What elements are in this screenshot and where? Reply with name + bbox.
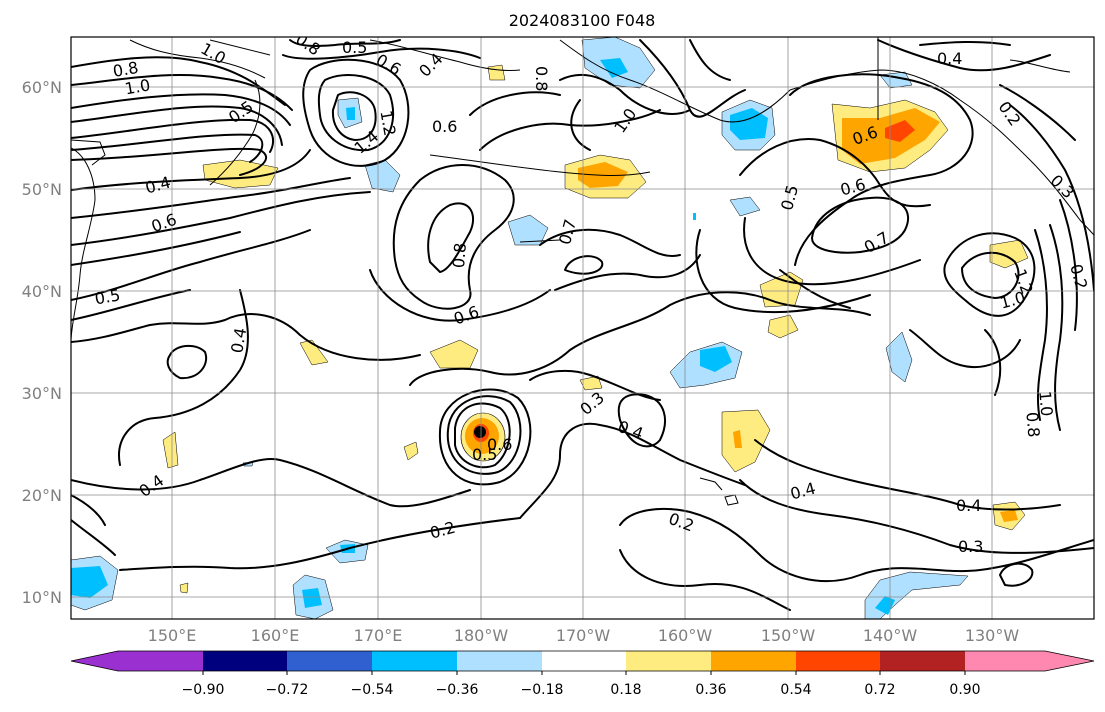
colorbar-segment: [880, 651, 965, 671]
lon-label: 160°W: [658, 626, 713, 645]
lat-label: 50°N: [22, 180, 62, 199]
coastlines: [71, 37, 1094, 506]
contour-label: 0.4: [937, 49, 962, 68]
colorbar-tick-label: −0.72: [266, 682, 309, 698]
colorbar-segment: [711, 651, 796, 671]
map-title: 2024083100 F048: [509, 11, 656, 30]
lon-label: 150°W: [761, 626, 816, 645]
contour-label: 0.6: [487, 435, 512, 454]
colorbar-segment: [287, 651, 372, 671]
colorbar-segment: [118, 651, 203, 671]
contour-label: 1.2: [376, 109, 399, 137]
contour-label: 0.5: [342, 38, 367, 57]
colorbar-segment: [457, 651, 542, 671]
colorbar-segment: [372, 651, 457, 671]
colorbar-tick-label: 0.36: [695, 682, 726, 698]
latitude-axis: 60°N 50°N 40°N 30°N 20°N 10°N: [22, 78, 62, 607]
lat-label: 40°N: [22, 282, 62, 301]
contour-lines: [71, 39, 1094, 611]
contour-label: 0.6: [432, 117, 457, 136]
colorbar-tick-label: 0.90: [949, 682, 980, 698]
map-panel: 1.0 0.8 1.0 0.5 0.8 0.6 0.4 0.6 0.5 1.4 …: [71, 37, 1094, 619]
contour-label: 0.8: [449, 242, 470, 269]
contour-label: 0.4: [227, 326, 250, 354]
gridlines: [71, 37, 1094, 619]
colorbar-outline: [70, 650, 1095, 672]
colorbar-tick-label: −0.90: [182, 682, 225, 698]
colorbar: −0.90 −0.72 −0.54 −0.36 −0.18 0.18 0.36 …: [70, 650, 1095, 698]
colorbar-tick-label: 0.54: [780, 682, 811, 698]
colorbar-segment: [796, 651, 880, 671]
contour-label: 1.0: [123, 75, 151, 98]
colorbar-tick-label: 0.72: [864, 682, 895, 698]
contour-label: 1.0: [1035, 390, 1056, 417]
contour-label: 0.8: [532, 66, 551, 91]
lon-label: 170°E: [354, 626, 403, 645]
contour-label: 0.4: [956, 496, 981, 515]
contour-label: 0.8: [111, 58, 139, 81]
colorbar-segment: [1045, 651, 1094, 671]
longitude-axis: 150°E 160°E 170°E 180°W 170°W 160°W 150°…: [148, 626, 1020, 645]
colorbar-segment: [71, 651, 118, 671]
lon-label: 180°W: [454, 626, 509, 645]
colorbar-segment: [203, 651, 287, 671]
colorbar-segment: [965, 651, 1045, 671]
map-frame: [70, 36, 1095, 620]
lon-label: 140°W: [863, 626, 918, 645]
lon-label: 130°W: [965, 626, 1020, 645]
colorbar-tick-label: −0.36: [436, 682, 479, 698]
contour-label: 0.8: [1022, 411, 1043, 438]
lat-label: 20°N: [22, 486, 62, 505]
lon-label: 160°E: [251, 626, 300, 645]
colorbar-tick-label: −0.54: [351, 682, 394, 698]
colorbar-segment: [626, 651, 711, 671]
lon-label: 170°W: [556, 626, 611, 645]
lat-label: 30°N: [22, 384, 62, 403]
colorbar-segment: [542, 651, 626, 671]
contour-label: 0.3: [958, 537, 983, 556]
colorbar-tick-label: 0.18: [610, 682, 641, 698]
lat-label: 10°N: [22, 588, 62, 607]
lat-label: 60°N: [22, 78, 62, 97]
lon-label: 150°E: [148, 626, 197, 645]
contour-label: 0.5: [472, 445, 497, 464]
contour-label: 0.5: [93, 285, 121, 308]
colorbar-tick-label: −0.18: [521, 682, 564, 698]
